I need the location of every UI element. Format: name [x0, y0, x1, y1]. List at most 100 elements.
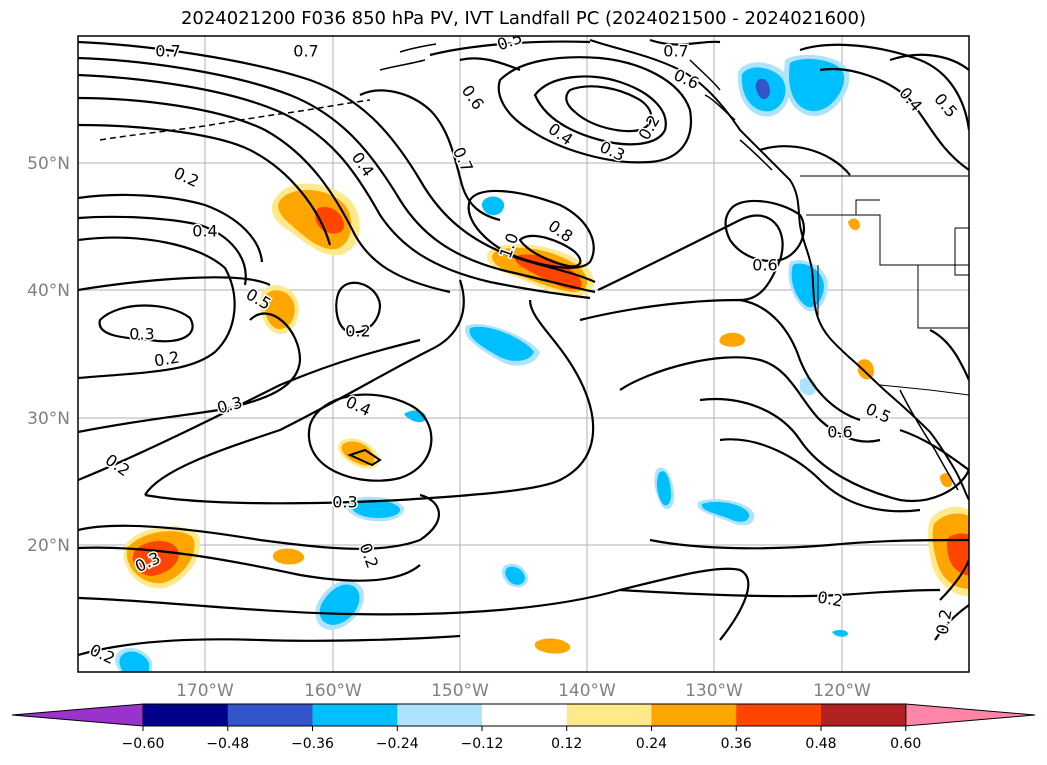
contour-line — [597, 214, 784, 302]
contour-line — [429, 40, 591, 57]
contour-line — [144, 299, 595, 505]
contour-line — [889, 53, 969, 71]
contour-line — [699, 398, 969, 503]
contour-line — [335, 281, 382, 334]
contour-line — [347, 448, 382, 467]
colorbar-tick-label: 0.36 — [721, 736, 752, 752]
contour-line — [899, 428, 969, 471]
shade-blob — [119, 651, 149, 672]
shade-blob — [264, 290, 295, 330]
shade-blob — [701, 501, 750, 522]
shade-blob — [469, 326, 534, 361]
contour-line — [78, 96, 451, 294]
colorbar-segment — [821, 704, 907, 726]
colorbar-segment — [736, 704, 822, 726]
map-panel: 0.7 0.7 0.5 0.70.60.60.4 0.20.30.4 0.50.2 0.40… — [77, 35, 970, 673]
contour-line — [819, 68, 969, 171]
contour-line — [565, 85, 653, 133]
colorbar-segment — [312, 704, 398, 726]
colorbar-extend-min — [11, 703, 144, 727]
colorbar-segment — [482, 704, 568, 726]
contour-line — [799, 43, 969, 131]
shade-blob — [791, 263, 824, 308]
contour-line — [78, 276, 271, 292]
colorbar-segment — [227, 704, 313, 726]
longitude-labels: 170°W 160°W 150°W 140°W 130°W 120°W — [176, 681, 871, 701]
lon-label: 120°W — [813, 681, 871, 701]
shade-blob — [656, 471, 672, 506]
coastline — [99, 39, 969, 501]
colorbar-tick-label: −0.12 — [461, 736, 504, 752]
border-state-1 — [806, 214, 969, 266]
shade-blob — [832, 629, 848, 637]
contour-line — [78, 123, 332, 246]
contour-line — [759, 145, 851, 176]
contour-label: 0.2 — [153, 347, 181, 370]
contour-line — [78, 236, 236, 380]
contour-line — [78, 567, 750, 641]
contour-line — [533, 75, 667, 146]
pv-contours — [78, 38, 969, 657]
lon-label: 170°W — [176, 681, 234, 701]
lon-label: 140°W — [558, 681, 616, 701]
latitude-labels: 50°N 40°N 30°N 20°N — [27, 154, 70, 556]
colorbar: −0.60 −0.48 −0.36 −0.24 −0.12 0.12 0.24 0.36 0.4… — [11, 703, 1036, 752]
shade-blob — [272, 548, 305, 565]
political-borders — [800, 175, 969, 396]
contour-line — [929, 329, 969, 381]
contour-line — [939, 559, 969, 601]
colorbar-segment — [651, 704, 737, 726]
colorbar-extend-max — [905, 703, 1036, 727]
contour-line — [78, 338, 421, 482]
contour-line — [307, 393, 433, 482]
lat-label: 40°N — [27, 281, 70, 301]
shade-blob — [341, 441, 375, 466]
contour-line — [649, 38, 721, 46]
contour-line — [518, 234, 582, 268]
colorbar-tick-label: 0.24 — [636, 736, 667, 752]
contour-line — [78, 193, 264, 263]
colorbar-segment — [143, 704, 229, 726]
coastline-aleutians — [99, 99, 371, 141]
contour-line — [459, 57, 521, 72]
contour-label: 0.3 — [332, 493, 357, 512]
lat-label: 30°N — [27, 409, 70, 429]
contour-line — [98, 304, 194, 343]
lat-label: 50°N — [27, 154, 70, 174]
shade-blob — [351, 499, 401, 519]
lon-label: 150°W — [431, 681, 489, 701]
contour-line — [579, 298, 861, 422]
contour-label: 0.6 — [752, 256, 777, 275]
coastline-alaska — [379, 43, 437, 71]
map-title: 2024021200 F036 850 hPa PV, IVT Landfall… — [180, 8, 867, 29]
colorbar-tick-label: −0.24 — [376, 736, 419, 752]
shade-blob — [505, 566, 525, 585]
shade-blob — [755, 78, 770, 100]
colorbar-frame — [142, 703, 907, 727]
contour-line — [78, 634, 461, 657]
contour-label: 0.6 — [827, 423, 852, 442]
shade-blob — [946, 533, 969, 576]
shade-blob — [940, 473, 953, 488]
contour-line — [724, 199, 805, 263]
colorbar-segment — [397, 704, 483, 726]
contour-line — [649, 538, 969, 550]
contour-label: 0.2 — [345, 322, 370, 341]
contour-line — [78, 215, 247, 286]
contour-line — [619, 356, 881, 443]
contour-line — [144, 279, 465, 496]
contour-line — [78, 312, 302, 434]
contour-line — [619, 588, 941, 598]
border-state-4 — [855, 199, 880, 215]
colorbar-tick-label: 0.60 — [890, 736, 921, 752]
colorbar-tick-label: −0.60 — [122, 736, 165, 752]
contour-line — [78, 493, 441, 550]
contour-label: 0.3 — [129, 325, 154, 344]
contour-line — [78, 546, 421, 582]
shade-blob — [858, 359, 874, 380]
colorbar-tick-label: −0.36 — [291, 736, 334, 752]
lon-label: 160°W — [304, 681, 362, 701]
shade-blob — [534, 638, 571, 654]
border-us-mexico — [879, 384, 969, 396]
